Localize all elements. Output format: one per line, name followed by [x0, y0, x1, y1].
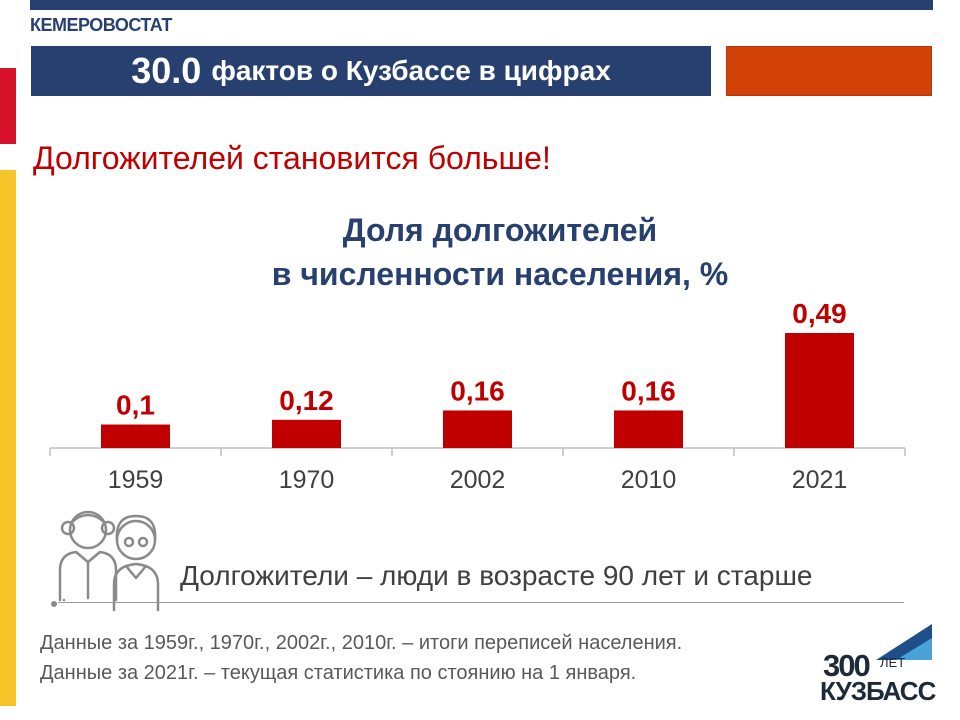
footnote-line1: Данные за 1959г., 1970г., 2002г., 2010г.…	[40, 632, 683, 654]
bar-1970	[272, 419, 341, 448]
logo-small-text: ЛЕТ	[880, 655, 906, 670]
bar-chart: 0,1 1959 0,12 1970 0,16 2002 0,16 2010 0,49 2021	[49, 298, 906, 494]
data-label-1970: 0,12	[279, 385, 334, 416]
kuzbass-300-logo: 300 ЛЕТ КУЗБАСС	[818, 622, 942, 708]
chart-title-line1: Доля долгожителей	[342, 212, 658, 248]
footnote: Данные за 1959г., 1970г., 2002г., 2010г.…	[40, 628, 682, 688]
bar-1959	[101, 424, 170, 448]
elderly-couple-icon	[51, 510, 160, 612]
orange-block	[726, 46, 932, 96]
x-tick-label-1970: 1970	[279, 466, 335, 494]
top-rule	[30, 0, 933, 10]
chart-title: Доля долгожителей в численности населени…	[200, 208, 800, 296]
data-label-2002: 0,16	[450, 375, 505, 406]
left-accent-yellow	[0, 170, 16, 706]
title-banner: 30.0 фактов о Кузбассе в цифрах	[31, 46, 711, 96]
x-tick-label-1959: 1959	[108, 466, 164, 494]
left-accent-red	[0, 68, 16, 144]
chart-title-line2: в численности населения, %	[271, 256, 729, 292]
footnote-line2: Данные за 2021г. – текущая статистика по…	[40, 662, 637, 684]
headline: Долгожителей становится больше!	[33, 140, 551, 176]
longevity-definition: Долгожители – люди в возрасте 90 лет и с…	[180, 560, 813, 591]
org-name: КЕМЕРОВОСТАТ	[30, 15, 172, 35]
logo-word: КУЗБАСС	[820, 676, 936, 706]
title-text: фактов о Кузбассе в цифрах	[211, 55, 611, 86]
x-tick-label-2010: 2010	[621, 466, 677, 494]
bar-2002	[443, 410, 512, 448]
data-label-1959: 0,1	[116, 390, 155, 421]
definition-rule	[58, 602, 904, 603]
logo-number: 300	[823, 648, 871, 683]
bar-2010	[614, 410, 683, 448]
data-label-2021: 0,49	[792, 298, 847, 329]
logo-shape-icon	[876, 624, 932, 660]
x-tick-label-2021: 2021	[792, 466, 848, 494]
bar-2021	[785, 333, 854, 448]
x-tick-label-2002: 2002	[450, 466, 506, 494]
title-number: 30.0	[131, 50, 202, 91]
data-label-2010: 0,16	[621, 375, 676, 406]
